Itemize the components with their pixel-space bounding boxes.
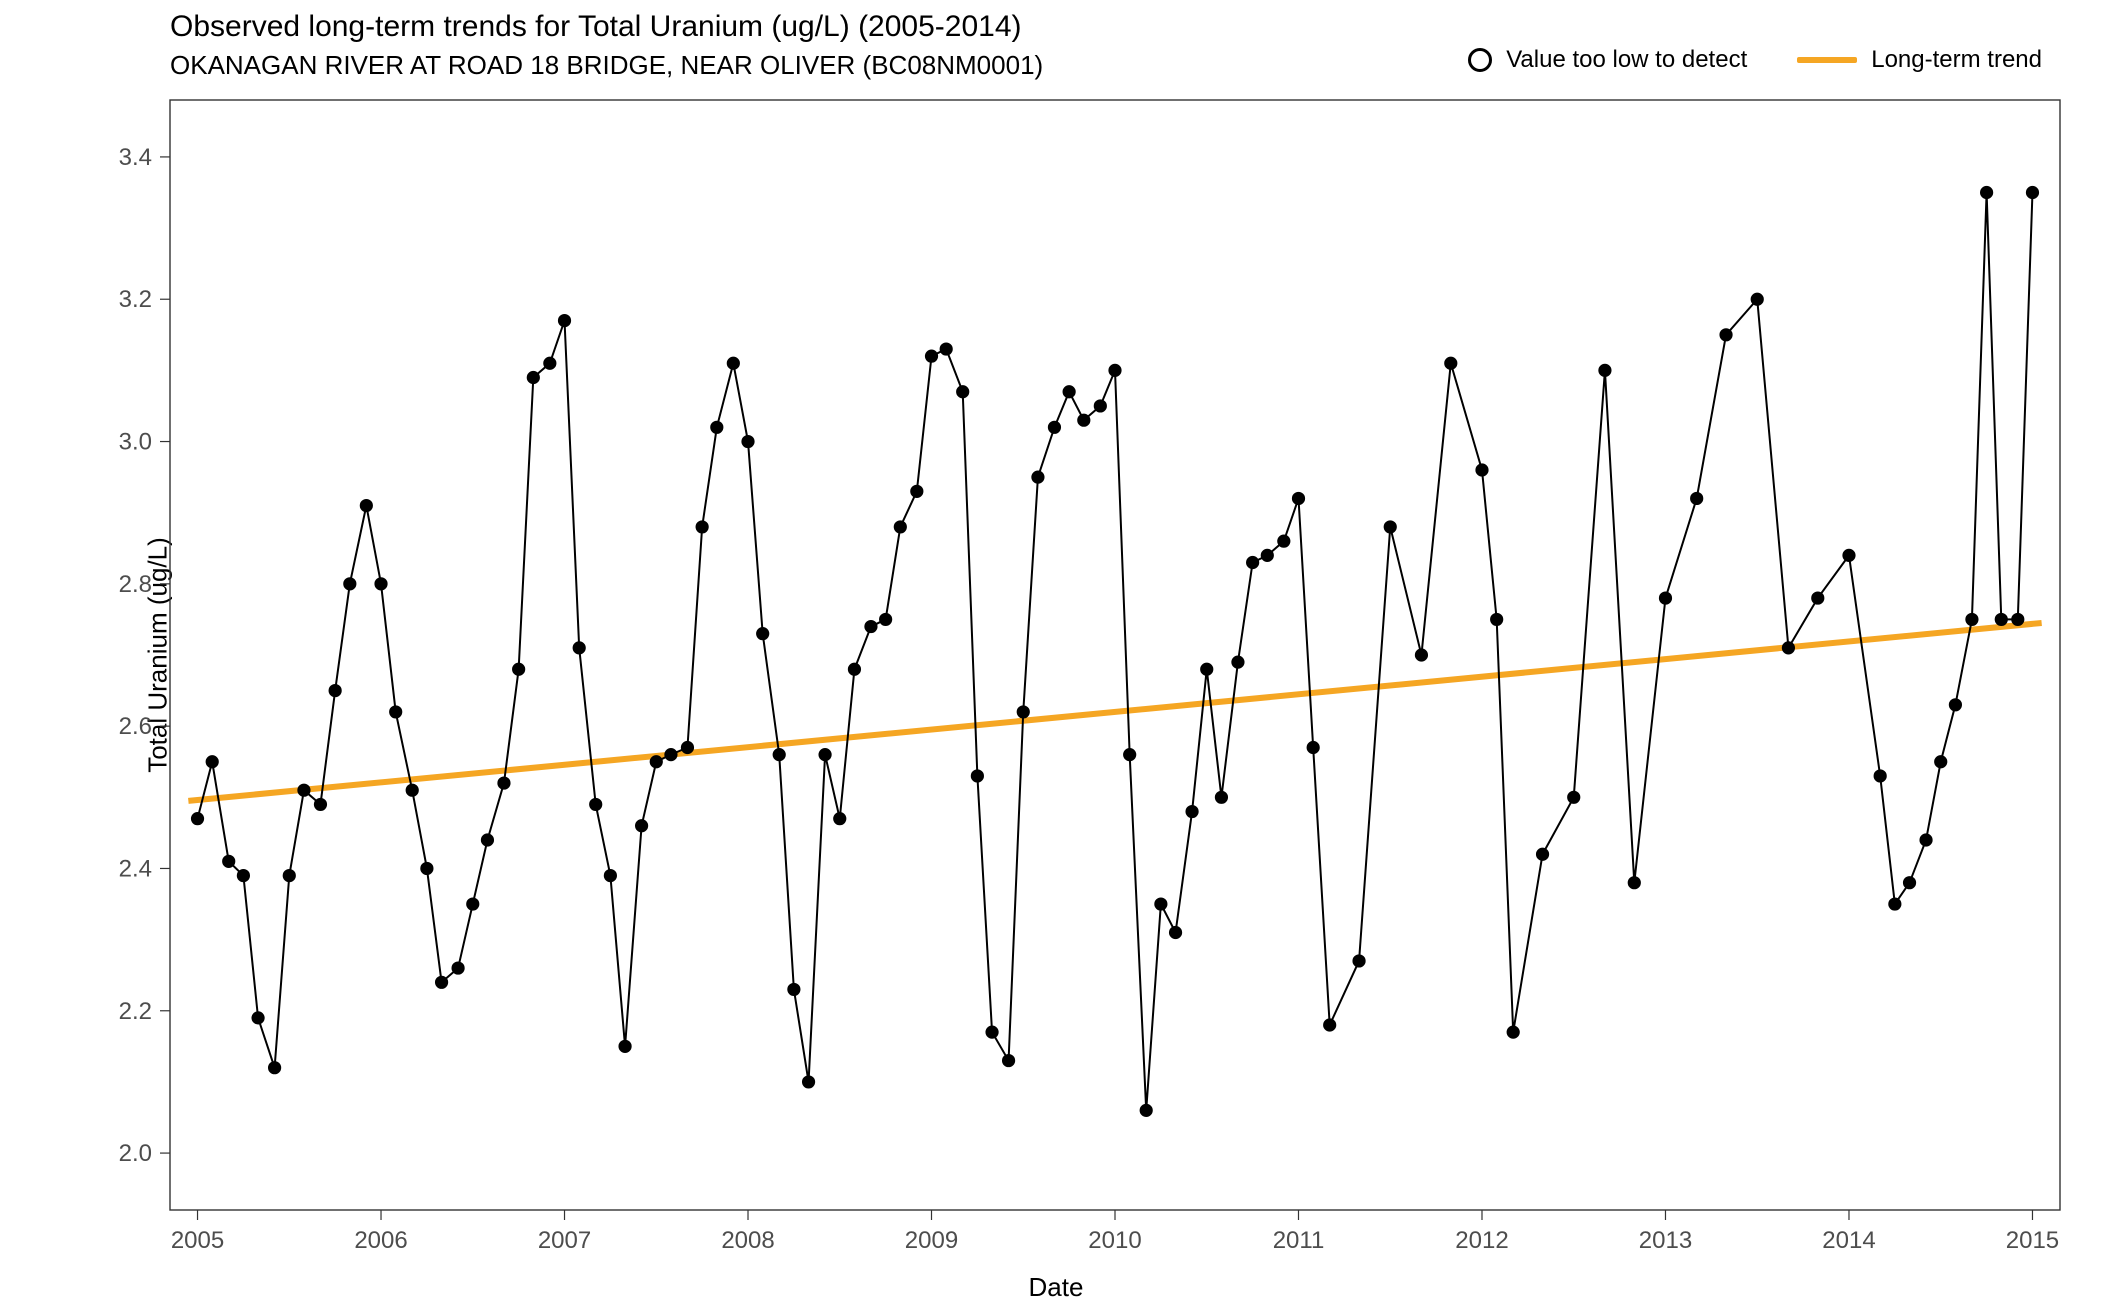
svg-text:2005: 2005 [171, 1227, 224, 1254]
svg-text:3.2: 3.2 [119, 286, 152, 313]
svg-text:2.6: 2.6 [119, 713, 152, 740]
svg-text:2007: 2007 [538, 1227, 591, 1254]
svg-text:2.8: 2.8 [119, 571, 152, 598]
svg-text:2.2: 2.2 [119, 998, 152, 1025]
svg-text:2011: 2011 [1273, 1227, 1325, 1254]
svg-text:2014: 2014 [1822, 1227, 1875, 1254]
chart-svg: 2.0 2.2 2.4 2.6 2.8 3.0 3.2 3.4 2005 2006 2007 2008… [0, 0, 2112, 1309]
svg-text:3.4: 3.4 [119, 144, 152, 171]
svg-text:2009: 2009 [905, 1227, 958, 1254]
svg-text:2.0: 2.0 [119, 1140, 152, 1167]
chart-container: Observed long-term trends for Total Uran… [0, 0, 2112, 1309]
svg-text:2.4: 2.4 [119, 855, 152, 882]
svg-text:2015: 2015 [2006, 1227, 2059, 1254]
svg-text:2008: 2008 [721, 1227, 774, 1254]
svg-text:2013: 2013 [1639, 1227, 1692, 1254]
svg-text:3.0: 3.0 [119, 429, 152, 456]
svg-text:2006: 2006 [354, 1227, 407, 1254]
svg-text:2010: 2010 [1088, 1227, 1141, 1254]
svg-text:2012: 2012 [1455, 1227, 1508, 1254]
